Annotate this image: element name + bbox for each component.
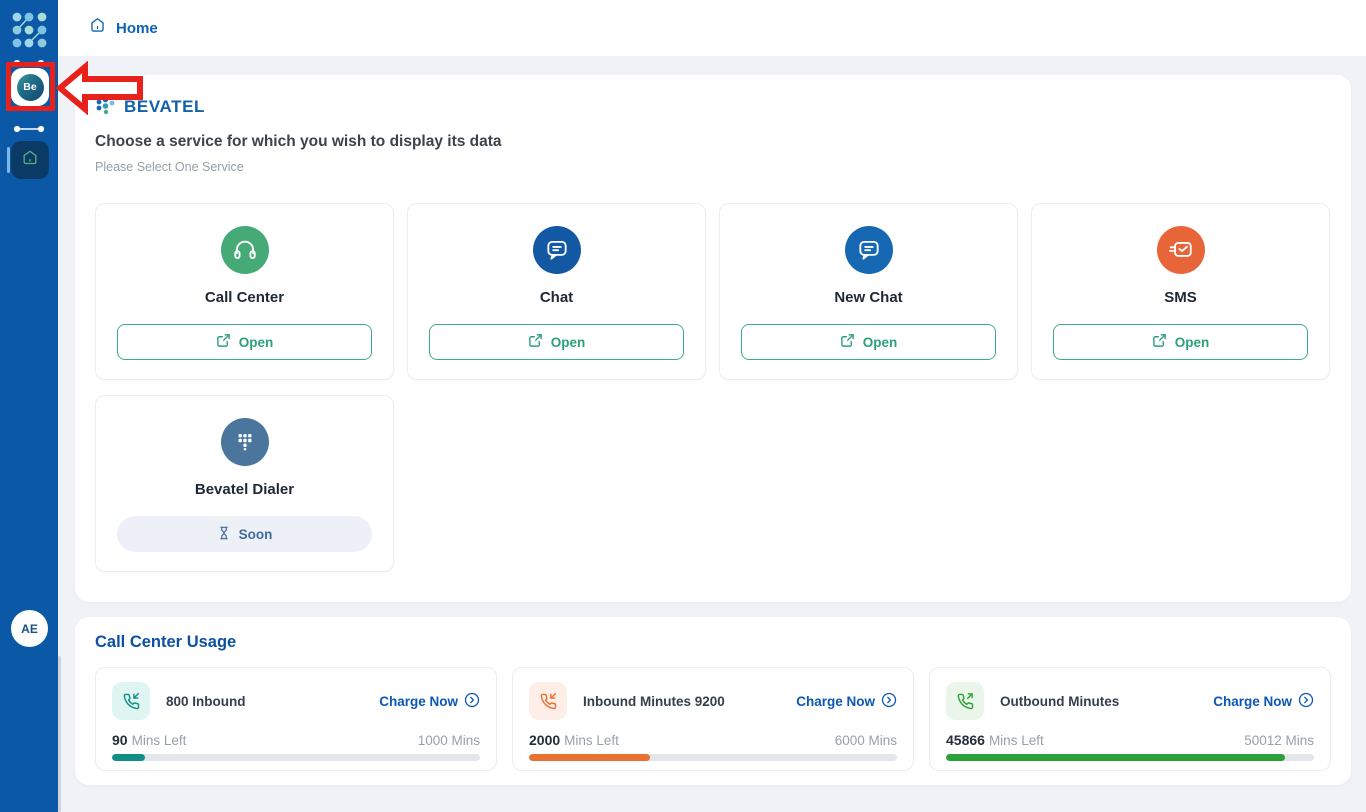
charge-now-label: Charge Now <box>1213 693 1292 709</box>
chat-bubble-icon <box>844 226 893 274</box>
usage-progress-track <box>946 754 1314 761</box>
top-header: Home <box>58 0 1366 56</box>
call-center-usage-panel: Call Center Usage 800 Inbound Charge Now <box>75 617 1351 785</box>
usage-progress-track <box>529 754 897 761</box>
services-grid: Call Center Open <box>95 203 1331 572</box>
bevatel-dots-logo-icon <box>95 94 117 121</box>
service-label: Bevatel Dialer <box>194 481 295 498</box>
mins-total: 50012 Mins <box>1244 733 1314 748</box>
open-button[interactable]: Open <box>1053 324 1308 360</box>
service-card-chat[interactable]: Chat Open <box>407 203 706 380</box>
usage-card-outbound-minutes: Outbound Minutes Charge Now 45866 Mins Le… <box>929 667 1331 771</box>
usage-progress-fill <box>946 754 1285 761</box>
usage-card-label: Outbound Minutes <box>1000 693 1120 709</box>
charge-now-link[interactable]: Charge Now <box>379 692 480 711</box>
outgoing-call-icon <box>946 682 984 720</box>
external-link-icon <box>1152 333 1167 351</box>
sidebar-divider-icon <box>13 54 45 67</box>
mins-left-value: 90 Mins Left <box>112 732 187 748</box>
incoming-call-icon <box>112 682 150 720</box>
open-button-label: Open <box>862 334 898 350</box>
home-icon <box>20 148 40 173</box>
usage-card-label: 800 Inbound <box>166 693 246 709</box>
hourglass-icon <box>217 526 231 543</box>
mins-total: 6000 Mins <box>834 733 897 748</box>
sidebar-active-indicator <box>7 147 10 173</box>
service-card-bevatel-dialer[interactable]: Bevatel Dialer Soon <box>95 395 394 572</box>
usage-cards-row: 800 Inbound Charge Now 90 Mins Left 1000 … <box>95 667 1331 771</box>
usage-card-label: Inbound Minutes 9200 <box>583 693 725 709</box>
brand-name: BEVATEL <box>124 97 206 116</box>
open-button[interactable]: Open <box>429 324 684 360</box>
bevatel-grid-logo-icon[interactable] <box>9 9 49 58</box>
bevatel-brand: BEVATEL <box>95 95 1331 119</box>
usage-progress-track <box>112 754 480 761</box>
open-button-label: Open <box>238 334 274 350</box>
service-label: Call Center <box>204 289 285 306</box>
sms-envelope-icon <box>1156 226 1205 274</box>
mins-left-value: 45866 Mins Left <box>946 732 1044 748</box>
open-button-label: Open <box>550 334 586 350</box>
external-link-icon <box>216 333 231 351</box>
incoming-call-icon <box>529 682 567 720</box>
chevron-circle-icon <box>464 692 480 711</box>
annotation-arrow-icon <box>55 60 144 120</box>
open-button[interactable]: Open <box>117 324 372 360</box>
service-card-sms[interactable]: SMS Open <box>1031 203 1330 380</box>
sidebar-item-home[interactable] <box>11 141 49 179</box>
service-label: New Chat <box>834 289 903 306</box>
charge-now-link[interactable]: Charge Now <box>796 692 897 711</box>
external-link-icon <box>840 333 855 351</box>
soon-button-label: Soon <box>238 526 273 542</box>
chat-bubble-icon <box>532 226 581 274</box>
charge-now-link[interactable]: Charge Now <box>1213 692 1314 711</box>
usage-heading: Call Center Usage <box>95 633 237 651</box>
services-subheading: Please Select One Service <box>95 160 244 174</box>
services-heading: Choose a service for which you wish to d… <box>95 133 502 150</box>
usage-progress-fill <box>112 754 146 761</box>
sidebar: Be AE <box>0 0 58 812</box>
external-link-icon <box>528 333 543 351</box>
headset-icon <box>220 226 269 274</box>
open-button-label: Open <box>1174 334 1210 350</box>
annotation-highlight-box <box>6 62 55 111</box>
dialpad-icon <box>220 418 269 466</box>
soon-button[interactable]: Soon <box>117 516 372 552</box>
service-card-call-center[interactable]: Call Center Open <box>95 203 394 380</box>
bevatel-workspace-button[interactable]: Be <box>11 68 49 106</box>
chevron-circle-icon <box>1298 692 1314 711</box>
charge-now-label: Charge Now <box>379 693 458 709</box>
mins-left-value: 2000 Mins Left <box>529 732 619 748</box>
sidebar-divider-icon <box>13 120 45 133</box>
chevron-circle-icon <box>881 692 897 711</box>
charge-now-label: Charge Now <box>796 693 875 709</box>
open-button[interactable]: Open <box>741 324 996 360</box>
usage-card-800-inbound: 800 Inbound Charge Now 90 Mins Left 1000 … <box>95 667 497 771</box>
service-label: Chat <box>539 289 574 306</box>
service-card-new-chat[interactable]: New Chat Open <box>719 203 1018 380</box>
usage-progress-fill <box>529 754 651 761</box>
usage-card-inbound-minutes: Inbound Minutes 9200 Charge Now 2000 Mins… <box>512 667 914 771</box>
mins-total: 1000 Mins <box>417 733 480 748</box>
home-breadcrumb-icon <box>88 16 107 40</box>
service-label: SMS <box>1164 289 1197 306</box>
vertical-scrollbar[interactable] <box>58 656 61 812</box>
breadcrumb[interactable]: Home <box>116 19 158 37</box>
user-avatar[interactable]: AE <box>11 610 48 647</box>
services-panel: BEVATEL Choose a service for which you w… <box>75 75 1351 602</box>
be-badge: Be <box>16 73 44 101</box>
